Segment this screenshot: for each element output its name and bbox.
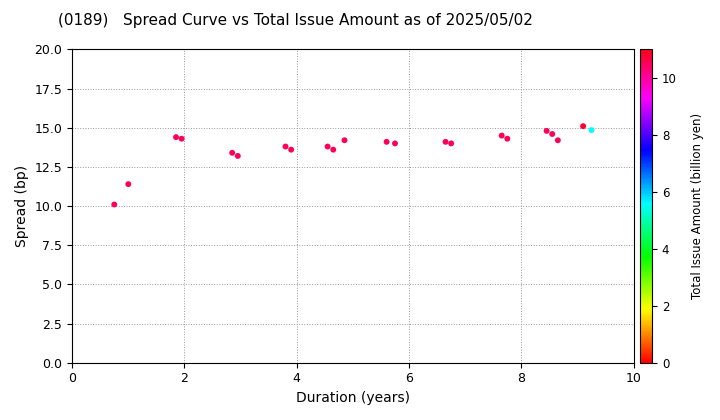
Point [446, 140, 457, 147]
Point [546, 131, 558, 137]
Point [552, 137, 564, 144]
Point [232, 152, 243, 159]
Y-axis label: Spread (bp): Spread (bp) [15, 165, 29, 247]
Point [285, 146, 297, 153]
X-axis label: Duration (years): Duration (years) [296, 391, 410, 405]
Point [176, 135, 187, 142]
Point [390, 140, 401, 147]
Point [338, 137, 350, 144]
Point [496, 132, 508, 139]
Point [322, 143, 333, 150]
Point [586, 127, 598, 134]
Text: (0189)   Spread Curve vs Total Issue Amount as of 2025/05/02: (0189) Spread Curve vs Total Issue Amoun… [58, 13, 533, 28]
Point [122, 181, 134, 187]
Point [541, 128, 552, 134]
Point [280, 143, 292, 150]
Point [328, 146, 339, 153]
Point [577, 123, 589, 129]
Point [109, 201, 120, 208]
Y-axis label: Total Issue Amount (billion yen): Total Issue Amount (billion yen) [690, 113, 703, 299]
Point [381, 139, 392, 145]
Point [170, 134, 181, 141]
Point [440, 139, 451, 145]
Point [502, 135, 513, 142]
Point [226, 150, 238, 156]
